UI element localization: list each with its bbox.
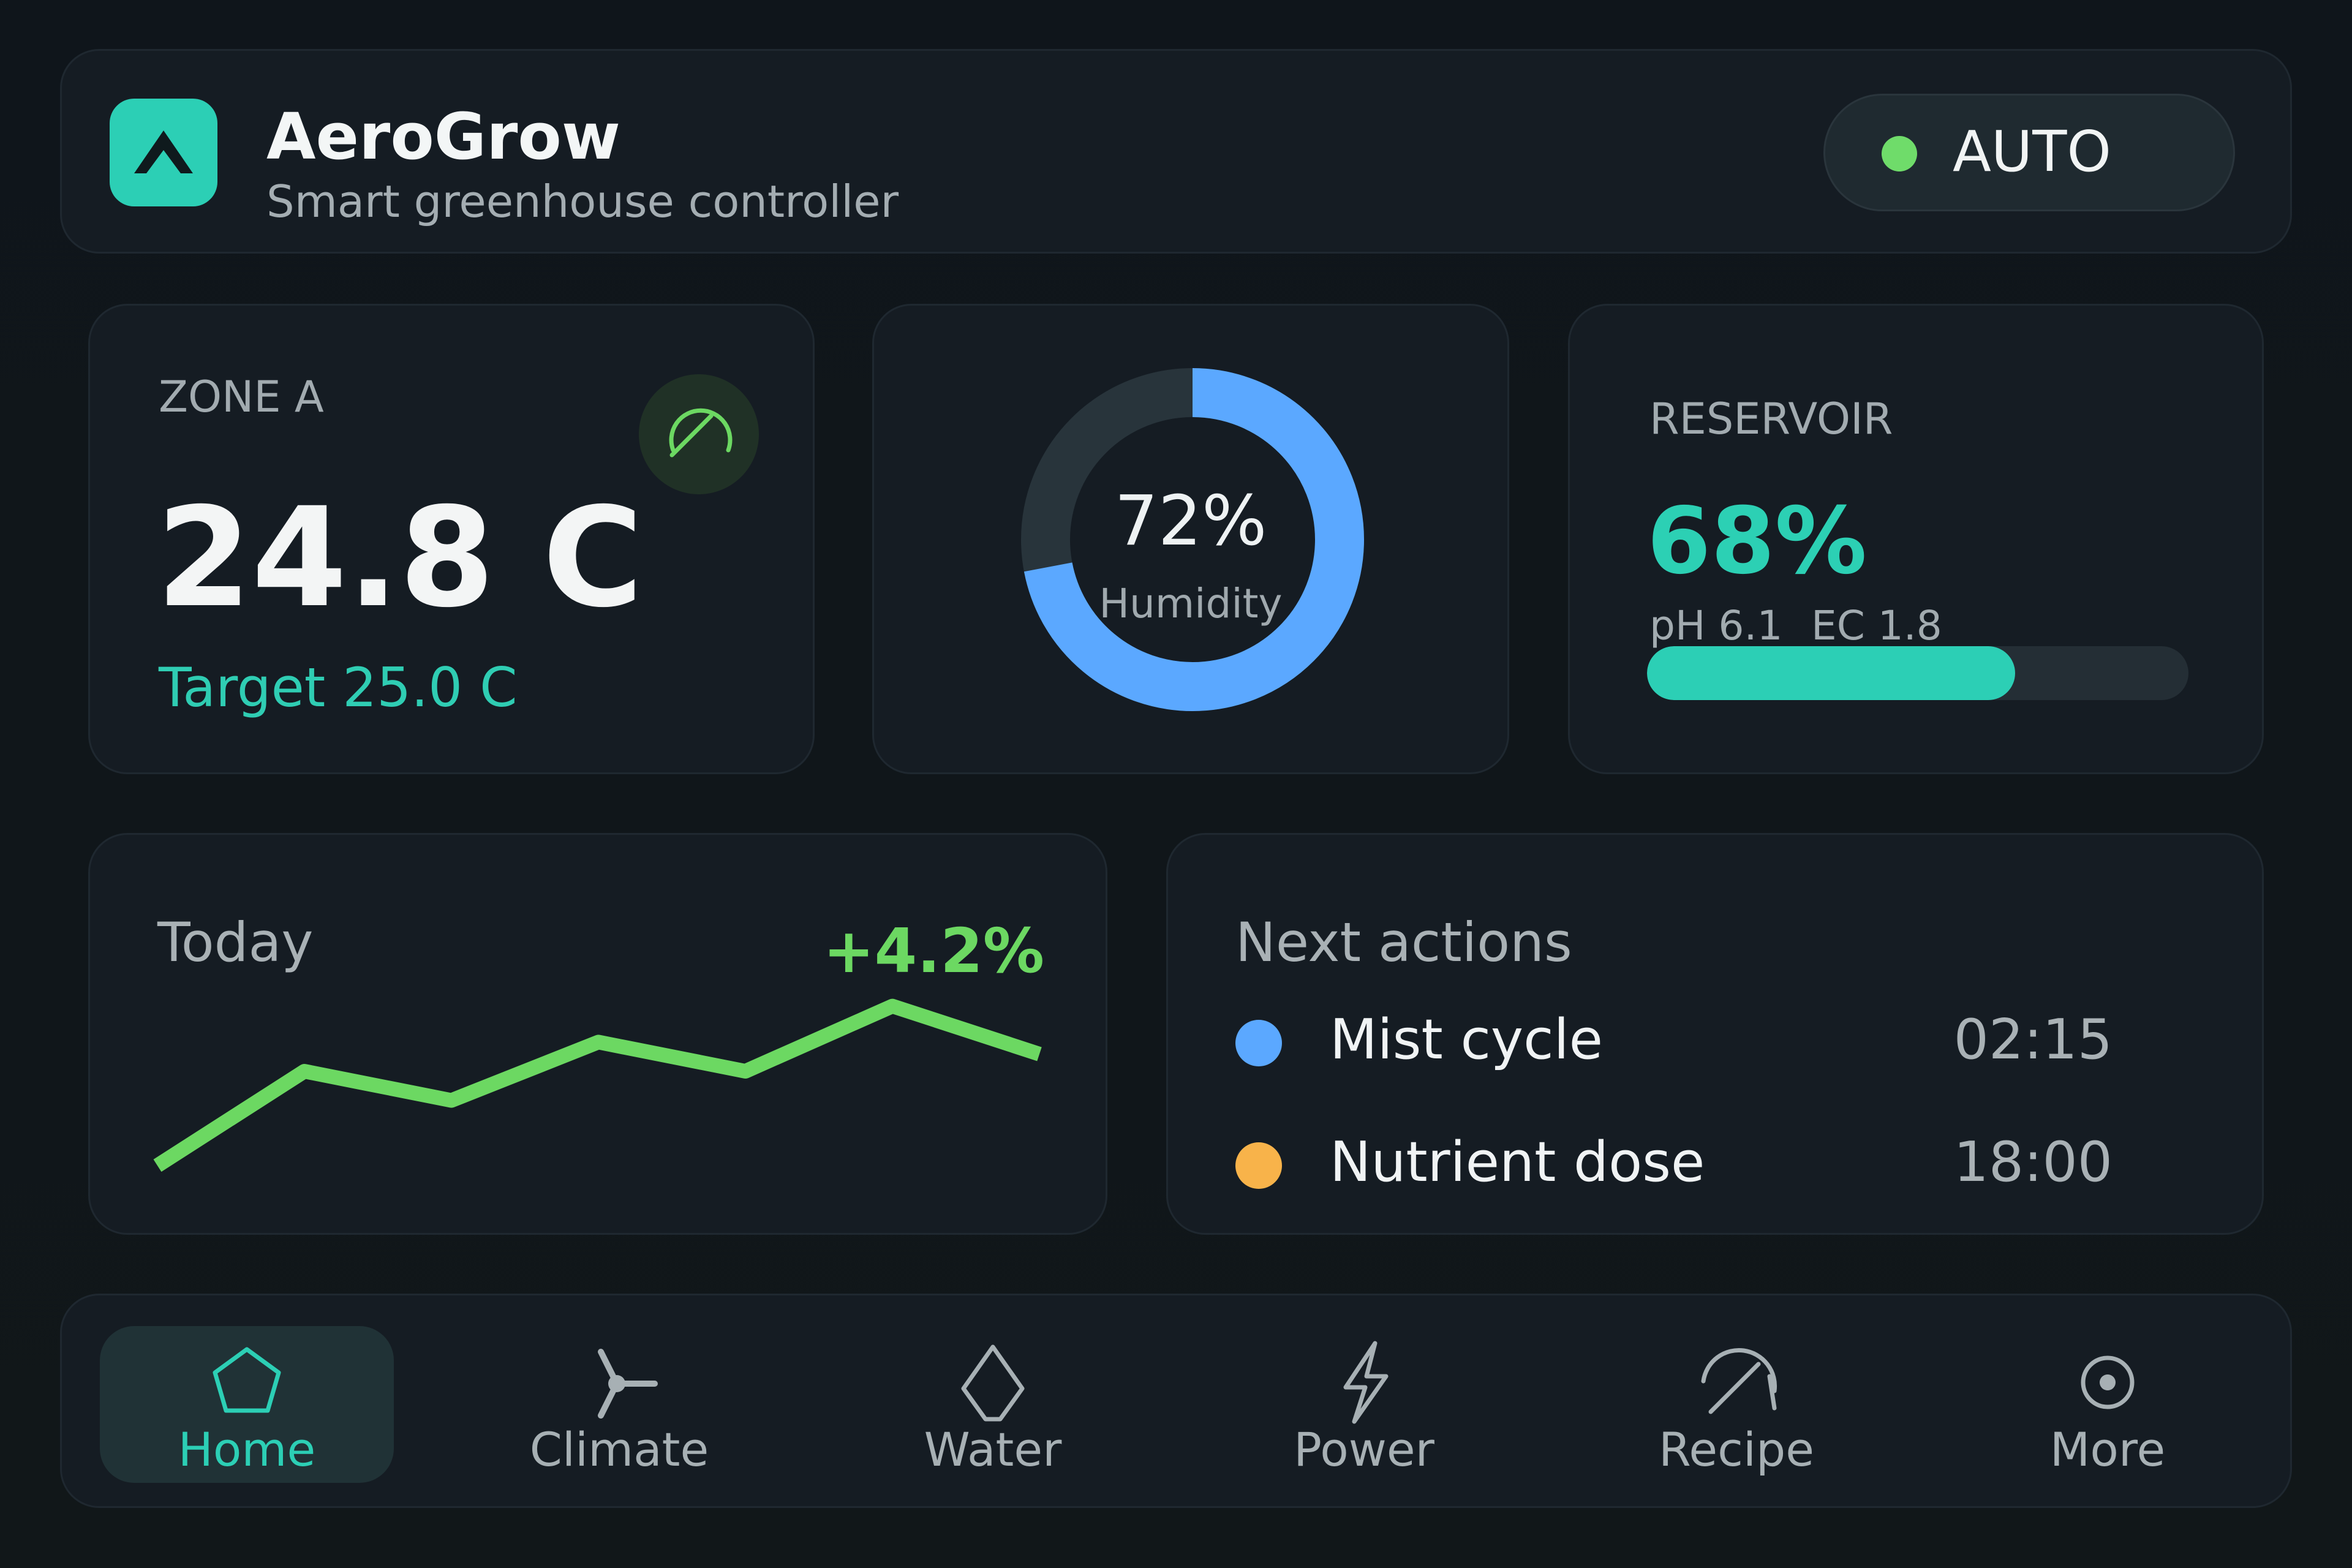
nav-label: Climate [529,1422,709,1477]
humidity-value: 72% [1114,481,1267,561]
reservoir-card[interactable]: RESERVOIR 68% pH 6.1 EC 1.8 [1568,304,2264,774]
mode-toggle[interactable]: AUTO [1823,94,2235,211]
home-icon [213,1347,281,1413]
app-logo [110,99,217,206]
bottom-nav: Home Climate Water Power Recipe [60,1294,2292,1508]
nav-item-more[interactable]: More [1961,1326,2255,1483]
water-drop-icon [961,1344,1025,1422]
mode-status-dot [1882,136,1917,172]
nav-label: Home [178,1422,316,1477]
today-label: Today [157,911,314,974]
nav-label: Recipe [1658,1422,1815,1477]
action-name: Mist cycle [1330,1008,1604,1072]
app-header: AeroGrow Smart greenhouse controller AUT… [60,49,2292,254]
nav-item-water[interactable]: Water [846,1326,1140,1483]
action-item-nutrient-dose[interactable]: Nutrient dose 18:00 [1235,1124,2191,1197]
action-time: 18:00 [1953,1130,2113,1194]
reservoir-ph: pH 6.1 [1649,602,1783,649]
next-actions-card: Next actions Mist cycle 02:15 Nutrient d… [1166,833,2264,1235]
mode-label: AUTO [1953,119,2111,184]
action-name: Nutrient dose [1330,1130,1705,1194]
reservoir-label: RESERVOIR [1649,394,1893,444]
today-change: +4.2% [823,915,1044,987]
nav-item-power[interactable]: Power [1217,1326,1511,1483]
zone-gauge-badge [639,374,759,494]
nav-item-climate[interactable]: Climate [472,1326,766,1483]
action-status-dot [1235,1142,1282,1189]
action-time: 02:15 [1953,1008,2113,1072]
reservoir-level-value: 68% [1647,488,1868,595]
zone-temperature-card[interactable]: ZONE A 24.8 C Target 25.0 C [88,304,815,774]
caret-up-icon [134,130,193,173]
nav-item-home[interactable]: Home [100,1326,394,1483]
lightning-icon [1343,1341,1389,1424]
humidity-card[interactable]: 72% Humidity [872,304,1509,774]
zone-label: ZONE A [159,372,324,422]
today-trend-card[interactable]: Today +4.2% [88,833,1107,1235]
nav-item-recipe[interactable]: Recipe [1589,1326,1883,1483]
humidity-ring [1021,368,1364,711]
humidity-ring-fill [1021,368,1364,711]
zone-target-temperature: Target 25.0 C [159,656,518,719]
today-line-chart [153,998,1042,1172]
humidity-label: Humidity [1099,580,1283,627]
action-status-dot [1235,1020,1282,1066]
nav-label: More [2049,1422,2166,1477]
gauge-icon [669,408,733,458]
fan-icon [598,1349,658,1419]
gauge-icon [1701,1348,1777,1414]
nav-label: Water [924,1422,1062,1477]
more-circle-icon [2081,1355,2135,1409]
app-title: AeroGrow [266,99,620,174]
nav-label: Power [1294,1422,1434,1477]
reservoir-ec: EC 1.8 [1811,602,1942,649]
zone-temperature-value: 24.8 C [156,478,644,638]
reservoir-level-bar [1647,646,2188,700]
today-trend-line [153,998,1042,1172]
next-actions-title: Next actions [1235,911,1572,974]
action-item-mist-cycle[interactable]: Mist cycle 02:15 [1235,1001,2191,1075]
app-subtitle: Smart greenhouse controller [266,176,899,227]
reservoir-level-fill [1647,646,2016,700]
